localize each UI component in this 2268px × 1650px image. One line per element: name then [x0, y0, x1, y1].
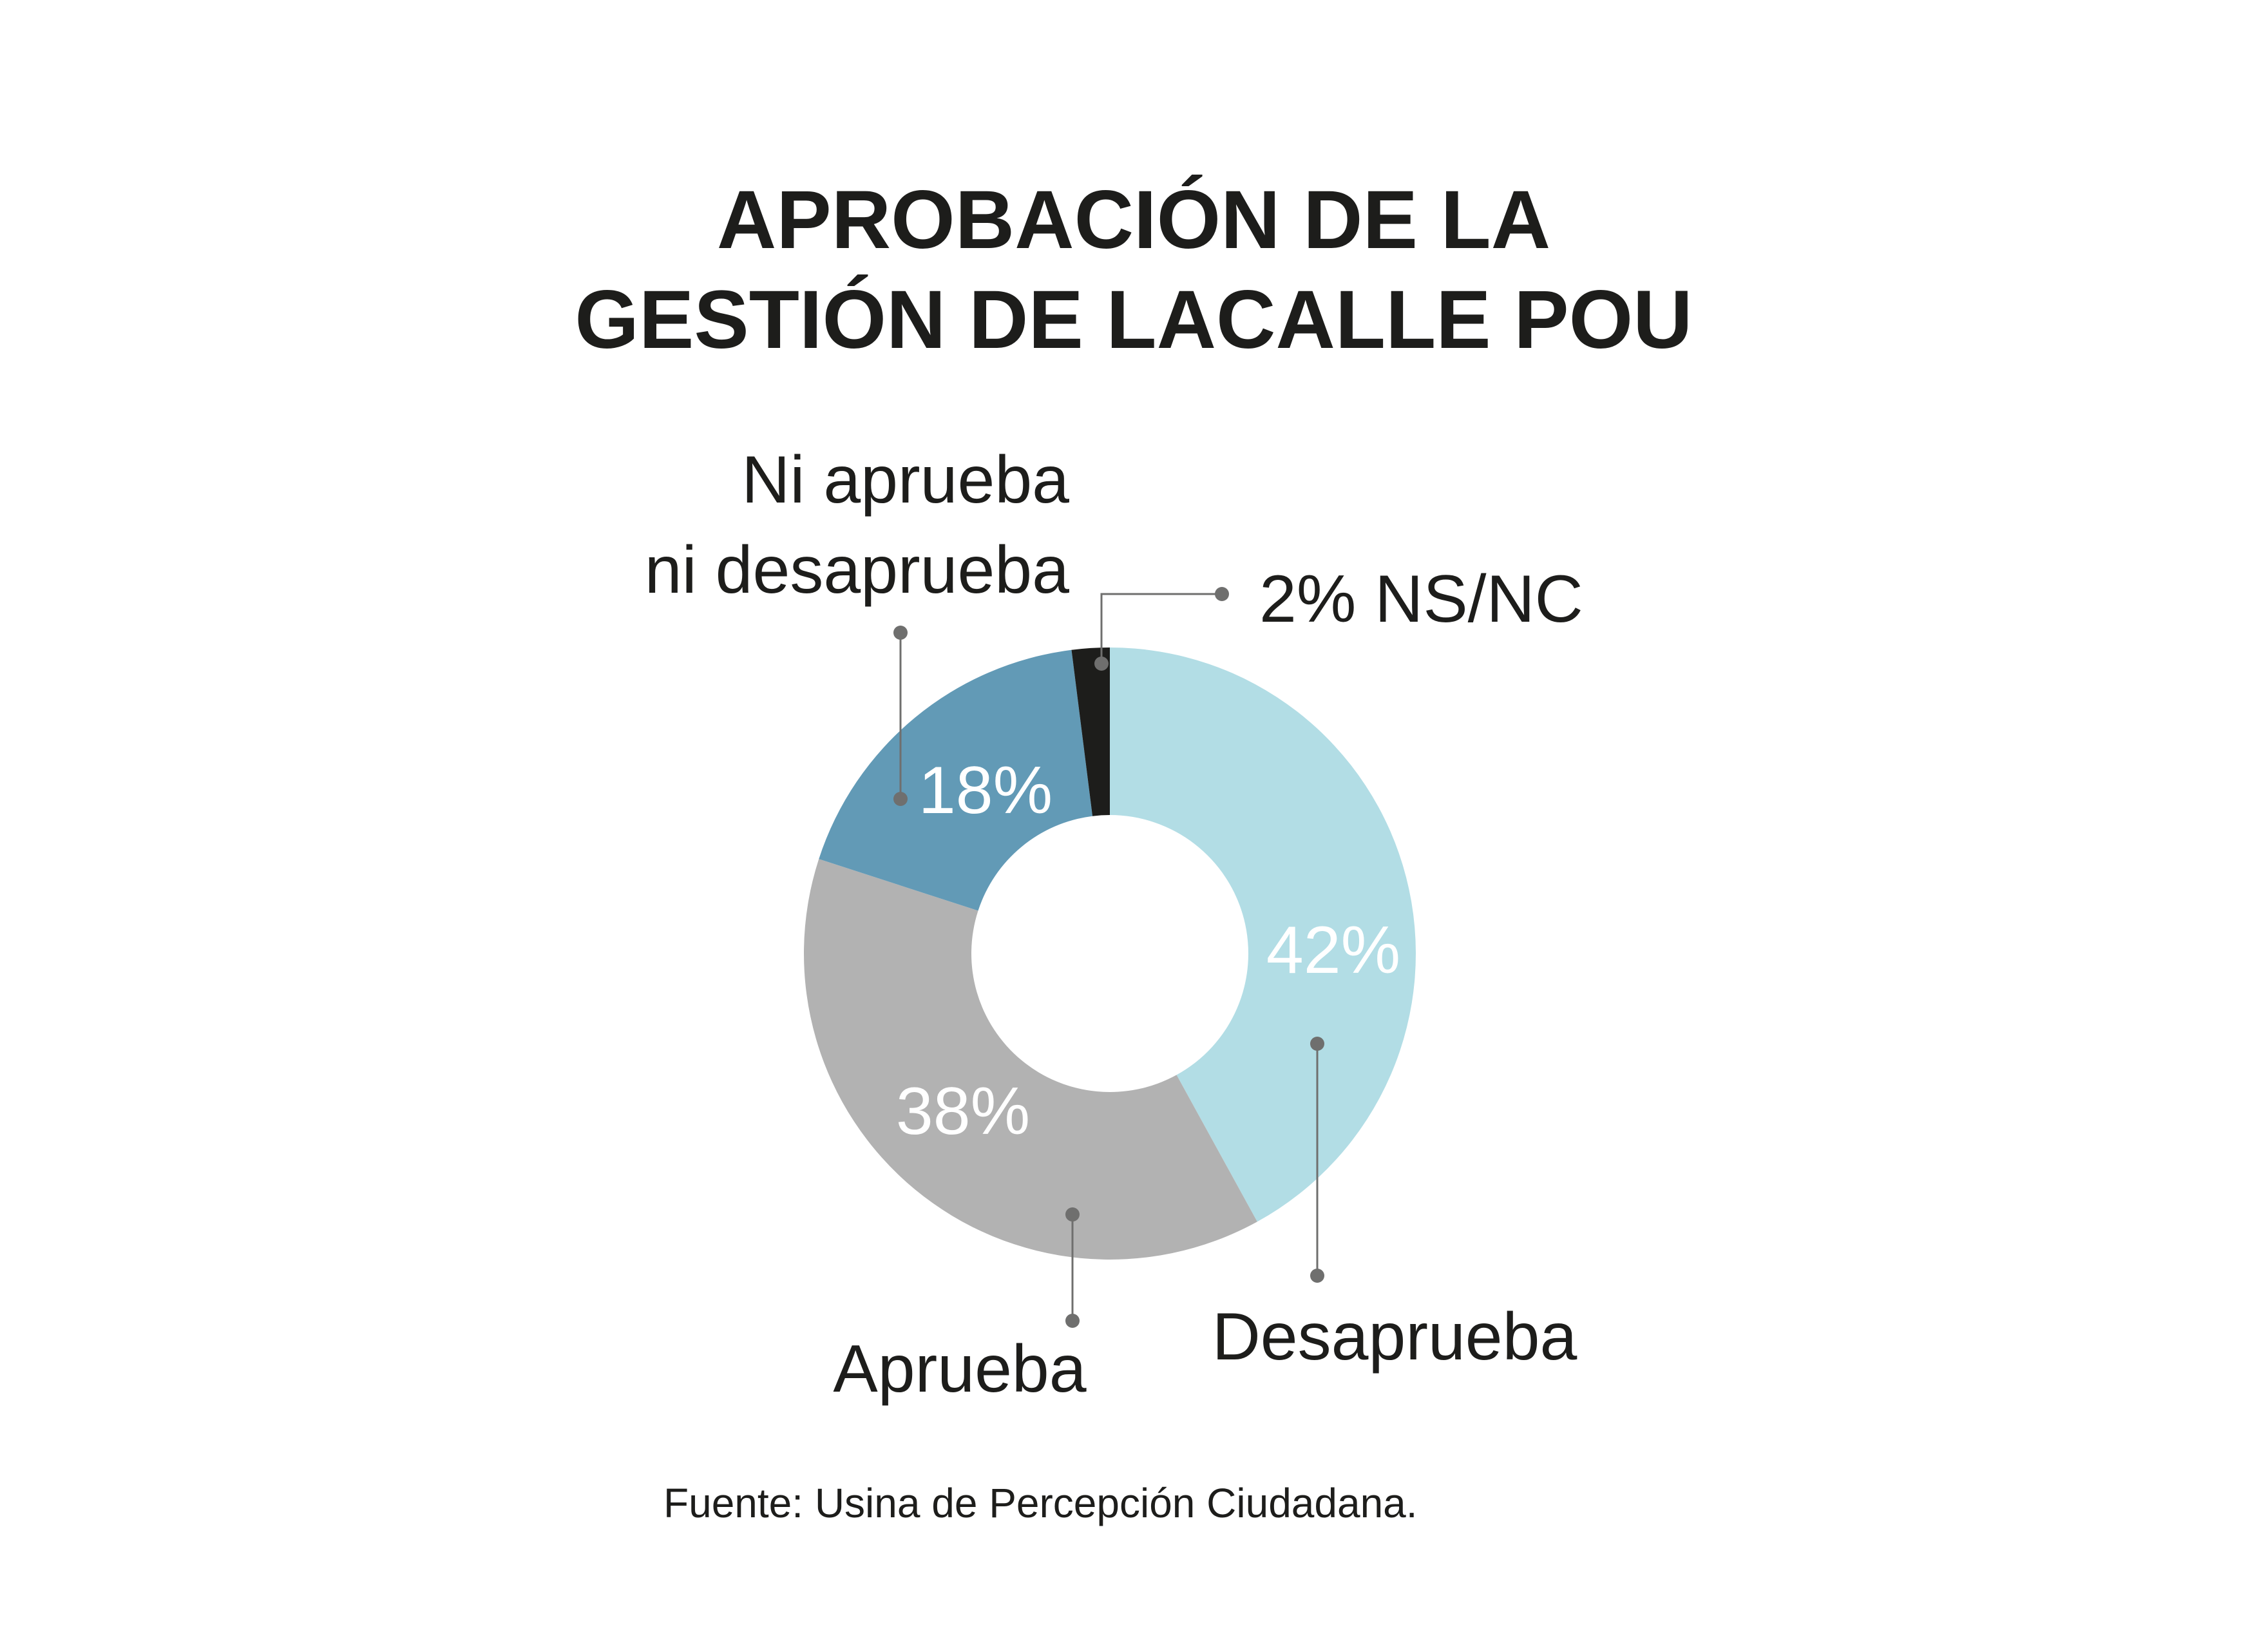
- leader-dot-desaprueba-bottom: [1310, 1269, 1324, 1283]
- value-label-desaprueba: 42%: [1266, 913, 1400, 988]
- leader-dot-aprueba-bottom: [1065, 1314, 1080, 1328]
- value-labels: 42% 38% 18%: [896, 753, 1400, 1149]
- leader-dot-ns-nc-slice: [1094, 657, 1109, 671]
- leader-dot-desaprueba-top: [1310, 1037, 1324, 1051]
- label-ni-aprueba-line-2: ni desaprueba: [645, 533, 1069, 608]
- title-line-2: GESTIÓN DE LACALLE POU: [575, 274, 1692, 366]
- donut-slices: [804, 648, 1416, 1260]
- label-ns-nc: 2% NS/NC: [1259, 562, 1583, 637]
- label-ni-aprueba-line-1: Ni aprueba: [741, 443, 1069, 517]
- leader-dot-aprueba-top: [1065, 1207, 1080, 1222]
- label-aprueba: Aprueba: [833, 1332, 1086, 1406]
- leader-dot-ns-nc-label: [1215, 587, 1229, 601]
- title-line-1: APROBACIÓN DE LA: [717, 174, 1550, 266]
- value-label-aprueba: 38%: [896, 1074, 1030, 1149]
- value-label-ni-aprueba-ni-desaprueba: 18%: [919, 753, 1053, 828]
- slice-ni-aprueba-ni-desaprueba: [819, 649, 1093, 911]
- leader-lines: [893, 587, 1324, 1328]
- leader-dot-ni-aprueba-top: [893, 626, 908, 640]
- slice-aprueba: [804, 859, 1257, 1260]
- slice-2-ns-nc: [1071, 648, 1110, 816]
- leader-dot-ni-aprueba-bottom: [893, 792, 908, 806]
- source-note: Fuente: Usina de Percepción Ciudadana.: [663, 1480, 1418, 1526]
- chart-title: APROBACIÓN DE LA GESTIÓN DE LACALLE POU: [575, 174, 1692, 366]
- category-labels: Ni aprueba ni desaprueba 2% NS/NC Aprueb…: [645, 443, 1583, 1406]
- slice-desaprueba: [1110, 648, 1416, 1222]
- leader-ns-nc: [1100, 593, 1222, 664]
- label-desaprueba: Desaprueba: [1212, 1300, 1577, 1374]
